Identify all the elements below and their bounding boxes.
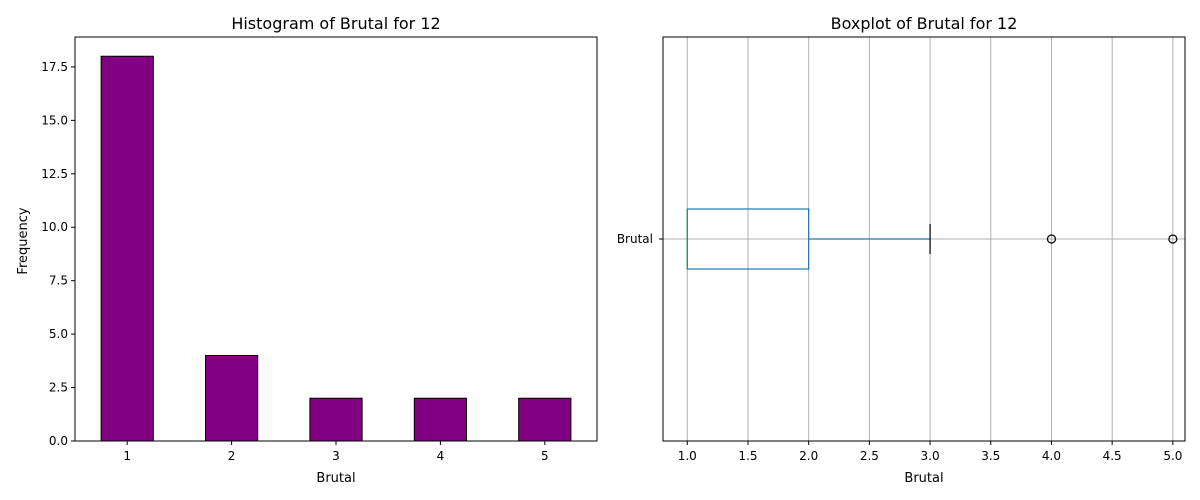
histogram-y-tick-label: 12.5 [41, 167, 68, 181]
boxplot-x-tick-label: 4.0 [1042, 449, 1061, 463]
boxplot-x-tick-label: 2.5 [860, 449, 879, 463]
histogram-x-label: Brutal [316, 471, 355, 486]
boxplot-x-tick-label: 4.5 [1103, 449, 1122, 463]
histogram-x-tick-label: 1 [123, 449, 131, 463]
histogram-y-tick-label: 5.0 [49, 327, 68, 341]
histogram-bar-3 [309, 397, 363, 442]
histogram-bar-4 [413, 397, 467, 442]
histogram-x-tick-label: 4 [437, 449, 445, 463]
boxplot-x-tick-label: 1.5 [738, 449, 757, 463]
histogram-x-tick-label: 2 [228, 449, 236, 463]
histogram-y-tick-label: 10.0 [41, 220, 68, 234]
histogram-bars [100, 55, 572, 442]
boxplot-x-tick-label: 5.0 [1163, 449, 1182, 463]
histogram-y-tick-label: 2.5 [49, 381, 68, 395]
histogram-bar-1 [100, 55, 154, 442]
boxplot-title: Boxplot of Brutal for 12 [831, 14, 1018, 33]
boxplot-x-label: Brutal [904, 471, 943, 486]
boxplot-grid [663, 37, 1185, 441]
histogram-y-ticks: 0.0 2.5 5.0 7.5 10.0 12.5 15.0 17.5 [41, 60, 75, 448]
histogram-y-tick-label: 7.5 [49, 274, 68, 288]
boxplot-category-label: Brutal [617, 232, 653, 246]
boxplot-x-tick-label: 1.0 [678, 449, 697, 463]
histogram-y-tick-label: 17.5 [41, 60, 68, 74]
histogram-x-tick-label: 5 [541, 449, 549, 463]
boxplot-x-tick-label: 2.0 [799, 449, 818, 463]
histogram-y-tick-label: 0.0 [49, 434, 68, 448]
histogram-x-tick-label: 3 [332, 449, 340, 463]
boxplot-chart: Boxplot of Brutal for 12 1.0 1.5 2.0 2.5 3.0… [617, 14, 1186, 486]
histogram-title: Histogram of Brutal for 12 [231, 14, 440, 33]
boxplot-outlier [1046, 234, 1057, 244]
histogram-chart: Histogram of Brutal for 12 1 2 3 4 5 0.0 2.5 5… [16, 14, 598, 486]
boxplot-outlier [1168, 234, 1178, 244]
histogram-bar-5 [518, 397, 572, 442]
boxplot-marks [686, 208, 1178, 270]
histogram-y-label: Frequency [16, 207, 31, 274]
histogram-bar-2 [205, 354, 259, 442]
boxplot-y-ticks: Brutal [617, 232, 663, 246]
histogram-y-tick-label: 15.0 [41, 113, 68, 127]
boxplot-x-tick-label: 3.0 [921, 449, 940, 463]
boxplot-x-ticks: 1.0 1.5 2.0 2.5 3.0 3.5 4.0 4.5 5.0 [678, 441, 1182, 463]
boxplot-x-tick-label: 3.5 [981, 449, 1000, 463]
histogram-x-ticks: 1 2 3 4 5 [123, 441, 549, 463]
